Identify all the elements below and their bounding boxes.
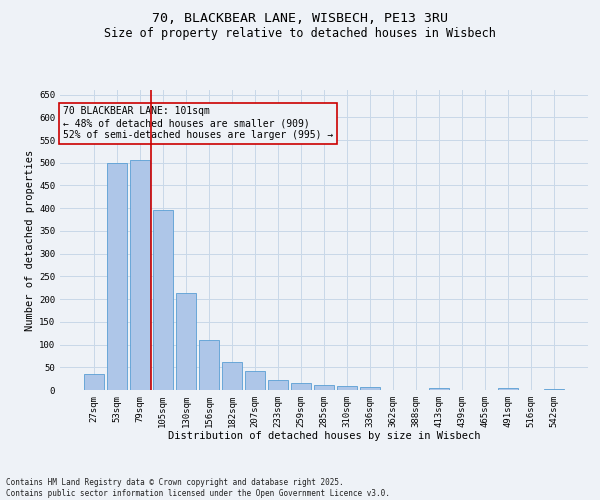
X-axis label: Distribution of detached houses by size in Wisbech: Distribution of detached houses by size … [168, 432, 480, 442]
Bar [544, 388, 564, 390]
Text: Size of property relative to detached houses in Wisbech: Size of property relative to detached ho… [104, 28, 496, 40]
Bar [176, 292, 196, 390]
Bar [153, 210, 173, 390]
Bar [314, 384, 334, 390]
Bar [130, 160, 149, 390]
Bar [268, 380, 288, 390]
Bar [84, 374, 104, 390]
Y-axis label: Number of detached properties: Number of detached properties [25, 150, 35, 330]
Bar [199, 340, 218, 390]
Bar [245, 371, 265, 390]
Bar [291, 383, 311, 390]
Text: 70 BLACKBEAR LANE: 101sqm
← 48% of detached houses are smaller (909)
52% of semi: 70 BLACKBEAR LANE: 101sqm ← 48% of detac… [62, 106, 333, 140]
Bar [360, 387, 380, 390]
Bar [499, 388, 518, 390]
Bar [222, 362, 242, 390]
Text: 70, BLACKBEAR LANE, WISBECH, PE13 3RU: 70, BLACKBEAR LANE, WISBECH, PE13 3RU [152, 12, 448, 26]
Bar [430, 388, 449, 390]
Text: Contains HM Land Registry data © Crown copyright and database right 2025.
Contai: Contains HM Land Registry data © Crown c… [6, 478, 390, 498]
Bar [337, 386, 357, 390]
Bar [107, 162, 127, 390]
